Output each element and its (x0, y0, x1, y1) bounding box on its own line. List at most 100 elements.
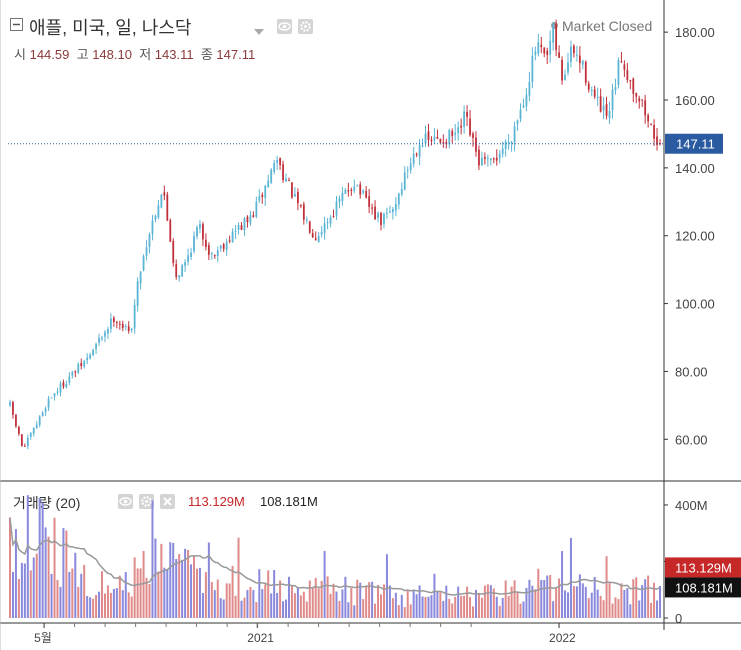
candle-body (264, 185, 267, 199)
candle-body (368, 196, 371, 207)
candle-body (641, 99, 644, 101)
collapse-icon[interactable] (10, 18, 23, 31)
eye-icon[interactable] (118, 494, 133, 509)
candle-body (445, 142, 448, 145)
candle-body (403, 172, 406, 190)
candle-body (296, 191, 299, 204)
volume-bar (326, 576, 329, 618)
candle-body (80, 362, 83, 367)
market-status-dot-icon (551, 22, 558, 29)
candle-body (329, 217, 332, 224)
volume-bar (32, 557, 35, 618)
volume-bar (267, 570, 270, 618)
volume-bar (335, 591, 338, 618)
dropdown-icon[interactable] (254, 22, 264, 35)
candle-body (457, 127, 460, 134)
volume-bar (581, 583, 584, 618)
volume-bar (20, 562, 23, 618)
candle-body (596, 96, 599, 98)
volume-bar (510, 586, 513, 618)
volume-bar (323, 550, 326, 618)
volume-bar (38, 497, 41, 618)
volume-bar (638, 600, 641, 618)
volume-bar (564, 590, 567, 618)
gear-icon[interactable] (298, 19, 313, 34)
candle-body (555, 23, 558, 50)
volume-bar (653, 582, 656, 618)
volume-bar (650, 602, 653, 618)
volume-bar (569, 537, 572, 618)
candle-body (148, 234, 151, 248)
candle-body (47, 398, 50, 408)
volume-bar (261, 589, 264, 618)
candle-body (240, 225, 243, 230)
volume-bar (546, 575, 549, 618)
candle-body (115, 322, 118, 324)
price-tick-label: 100.00 (675, 297, 715, 312)
volume-bar (590, 592, 593, 618)
candle-body (270, 169, 273, 183)
volume-bar (555, 587, 558, 618)
candle-body (528, 81, 531, 96)
ohlc-open-key: 시 (14, 47, 26, 62)
volume-title[interactable]: 거래량 (20) (13, 495, 81, 511)
gear-icon[interactable] (139, 494, 154, 509)
candle-body (602, 105, 605, 111)
candle-body (581, 60, 584, 65)
volume-bar (451, 603, 454, 618)
chart-title[interactable]: 애플, 미국, 일, 나스닥 (29, 18, 192, 38)
candle-body (489, 158, 492, 160)
candle-body (442, 142, 445, 144)
candle-body (56, 391, 59, 393)
candle-body (409, 163, 412, 171)
candle-body (38, 416, 41, 426)
candle-body (166, 194, 169, 221)
candle-body (181, 265, 184, 277)
volume-bar (80, 573, 83, 618)
candle-body (558, 52, 560, 58)
volume-bar (151, 500, 154, 618)
candle-body (584, 61, 587, 83)
volume-bar (623, 589, 626, 618)
price-pane[interactable] (8, 19, 664, 450)
volume-bar (11, 571, 14, 618)
candle-body (326, 221, 329, 223)
volume-bar (605, 556, 608, 618)
eye-icon[interactable] (277, 19, 292, 34)
price-tick-label: 160.00 (675, 93, 715, 108)
volume-bar (62, 528, 65, 618)
candle-body (196, 227, 198, 237)
price-tick-label: 140.00 (675, 161, 715, 176)
candle-body (623, 64, 626, 70)
volume-bar (584, 586, 587, 618)
volume-bar (222, 599, 225, 618)
volume-bar (234, 595, 237, 618)
volume-bar (463, 595, 466, 618)
volume-bar (145, 577, 148, 618)
volume-bar (308, 580, 311, 618)
volume-bar (314, 577, 317, 618)
ohlc-close-key: 종 (200, 47, 213, 62)
candle-body (537, 42, 540, 54)
candle-body (626, 69, 629, 80)
volume-bar (528, 579, 531, 618)
candle-body (308, 221, 311, 233)
candle-body (356, 185, 359, 187)
volume-pane[interactable] (9, 495, 661, 618)
candle-body (210, 253, 213, 255)
candle-body (112, 317, 115, 322)
volume-ma-value: 108.181M (260, 494, 318, 509)
candle-body (145, 247, 148, 256)
volume-bar (130, 596, 133, 618)
candle-body (68, 376, 71, 383)
volume-bar (519, 603, 522, 618)
volume-bar (412, 589, 415, 618)
volume-bar (424, 596, 427, 618)
volume-bar (608, 581, 611, 618)
candle-body (219, 245, 222, 249)
candle-body (418, 145, 421, 157)
candle-body (299, 204, 302, 207)
close-icon[interactable] (160, 494, 175, 509)
candle-body (62, 382, 65, 387)
